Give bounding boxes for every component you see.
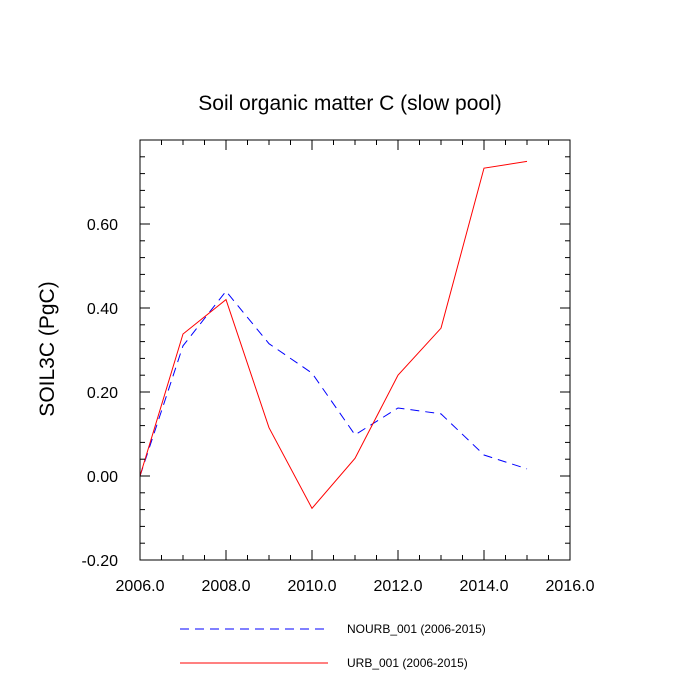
legend-label-2: URB_001 (2006-2015) — [347, 656, 468, 670]
y-tick-label: 0.00 — [87, 469, 118, 486]
y-tick-label: 0.60 — [87, 217, 118, 234]
x-tick-label: 2016.0 — [546, 578, 595, 595]
x-tick-label: 2014.0 — [460, 578, 509, 595]
x-tick-label: 2008.0 — [202, 578, 251, 595]
series-line-1 — [139, 290, 528, 477]
x-tick-label: 2010.0 — [288, 578, 337, 595]
series-layer — [139, 160, 528, 510]
chart-title: Soil organic matter C (slow pool) — [198, 92, 501, 115]
x-tick-label: 2006.0 — [116, 578, 165, 595]
y-axis-title: SOIL3C (PgC) — [36, 281, 59, 416]
y-tick-label: 0.40 — [87, 301, 118, 318]
plot-frame — [139, 139, 571, 561]
y-tick-label: -0.20 — [82, 553, 119, 570]
legend: NOURB_001 (2006-2015) URB_001 (2006-2015) — [180, 622, 486, 670]
legend-label-1: NOURB_001 (2006-2015) — [347, 622, 486, 636]
series-line-2 — [139, 160, 528, 510]
ticks-layer: 2006.0 2008.0 2010.0 2012.0 2014.0 2016.0 -0.2… — [82, 139, 595, 595]
y-tick-label: 0.20 — [87, 385, 118, 402]
x-tick-label: 2012.0 — [374, 578, 423, 595]
